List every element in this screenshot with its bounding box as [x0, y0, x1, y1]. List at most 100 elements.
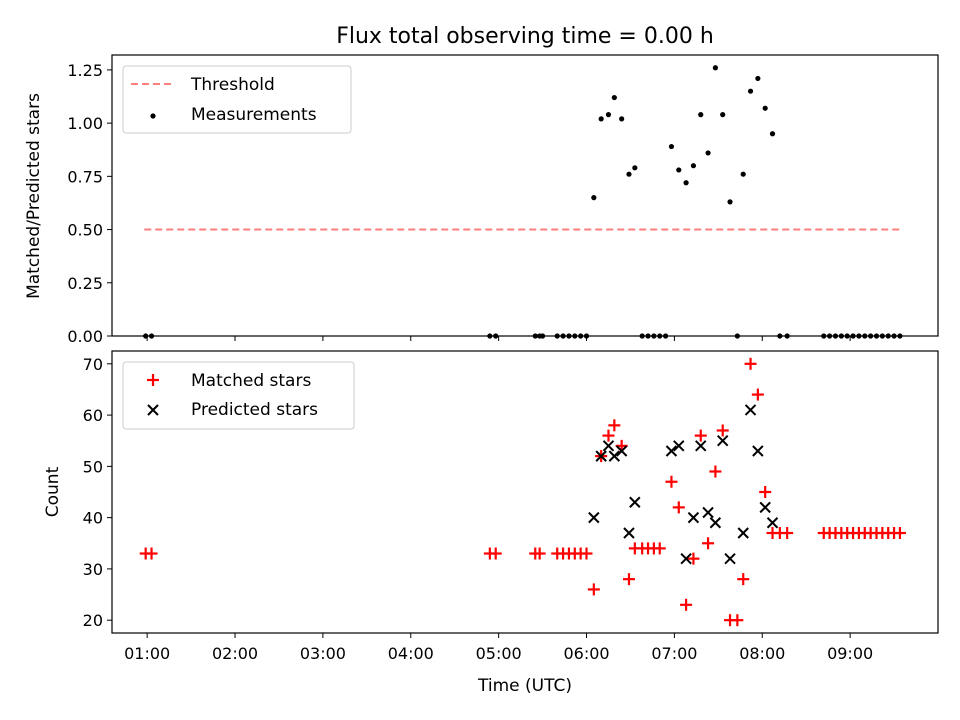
threshold-legend-label: Threshold [190, 75, 275, 95]
top-y-tick-label: 0.75 [67, 167, 103, 186]
matched-star-point [702, 537, 715, 550]
matched-star-point [731, 614, 744, 627]
count-points [139, 357, 906, 627]
top-legend: Threshold Measurements [122, 65, 352, 134]
bottom-y-tick-label: 40 [83, 509, 103, 528]
matched-star-point [622, 573, 635, 586]
matched-star-point [533, 547, 546, 560]
top-y-tick-label: 1.25 [67, 61, 103, 80]
bottom-x-tick-label: 07:00 [651, 644, 697, 663]
matched-legend-swatch [147, 374, 159, 386]
measurements-legend-swatch [150, 113, 156, 119]
predicted-star-point [724, 552, 736, 565]
bottom-x-axis-label: Time (UTC) [477, 676, 572, 696]
predicted-star-point [665, 445, 678, 457]
top-y-tick-label: 0.00 [67, 327, 103, 346]
measurement-point [619, 116, 625, 122]
measurement-point [740, 171, 746, 177]
bottom-x-tick-label: 04:00 [388, 644, 434, 663]
measurement-point [690, 163, 697, 169]
top-y-axis: 0.00 0.25 0.50 0.75 1.00 1.25 [67, 61, 112, 346]
predicted-star-point [588, 511, 600, 524]
measurement-point [626, 171, 632, 177]
bottom-y-tick-label: 50 [83, 457, 103, 476]
measurement-point [605, 112, 612, 118]
matched-legend-label: Matched stars [191, 371, 311, 391]
bottom-legend-box [122, 361, 355, 430]
predicted-star-point [615, 445, 628, 457]
measurement-point [769, 131, 776, 137]
bottom-y-tick-label: 70 [83, 355, 103, 374]
predicted-star-point [737, 527, 749, 539]
bottom-y-axis: 20 30 40 50 60 70 [83, 355, 112, 630]
measurement-point [712, 65, 718, 71]
top-plot-frame [111, 54, 939, 337]
bottom-x-tick-label: 08:00 [739, 644, 785, 663]
matched-star-point [665, 475, 678, 488]
predicted-star-point [709, 517, 722, 529]
matched-star-point [680, 598, 693, 611]
measurement-point [611, 94, 617, 101]
predicted-star-point [629, 496, 641, 508]
bottom-y-tick-label: 60 [83, 406, 103, 425]
top-y-tick-label: 0.25 [67, 274, 103, 293]
matched-star-point [489, 547, 502, 560]
matched-star-point [759, 486, 772, 498]
measurement-point [727, 199, 733, 205]
predicted-star-point [608, 450, 621, 462]
matched-star-point [580, 547, 593, 560]
bottom-x-tick-label: 09:00 [827, 644, 873, 663]
top-x-axis [146, 336, 851, 341]
predicted-star-point [744, 404, 757, 416]
matched-star-point [608, 419, 621, 432]
top-panel: 0.00 0.25 0.50 0.75 1.00 1.25 Matched/Predict… [24, 54, 939, 346]
matched-star-point [744, 357, 757, 370]
top-y-tick-label: 0.50 [67, 221, 103, 240]
bottom-x-tick-label: 03:00 [300, 644, 346, 663]
measurement-point [598, 116, 604, 122]
measurement-point [762, 105, 768, 111]
predicted-star-point [673, 440, 685, 452]
predicted-star-point [687, 511, 700, 524]
measurement-point [747, 88, 754, 94]
matched-star-point [587, 583, 600, 596]
bottom-x-tick-label: 06:00 [563, 644, 609, 663]
measurement-point [683, 180, 689, 186]
matched-star-point [737, 573, 750, 586]
bottom-x-tick-label: 05:00 [476, 644, 522, 663]
top-y-axis-label: Matched/Predicted stars [24, 93, 44, 299]
predicted-star-point [602, 440, 615, 452]
measurements-legend-label: Measurements [191, 105, 317, 125]
bottom-y-tick-label: 30 [83, 560, 103, 579]
bottom-x-tick-label: 02:00 [212, 644, 258, 663]
measurement-point [632, 165, 638, 171]
measurement-point [698, 112, 704, 118]
predicted-star-point [759, 501, 771, 514]
matched-star-point [694, 429, 707, 442]
predicted-star-point [752, 445, 764, 457]
measurement-point [755, 75, 761, 82]
predicted-legend-swatch [147, 404, 159, 416]
predicted-star-point [623, 527, 635, 539]
predicted-star-point [595, 450, 607, 462]
top-y-tick-label: 1.00 [67, 114, 103, 133]
measurement-point [705, 150, 711, 156]
matched-star-point [672, 501, 685, 514]
predicted-star-point [695, 440, 707, 452]
predicted-star-point [717, 435, 729, 447]
bottom-y-axis-label: Count [43, 466, 63, 517]
top-legend-box [122, 65, 352, 134]
matched-star-point [145, 547, 158, 560]
measurement-point [668, 143, 675, 150]
bottom-x-tick-label: 01:00 [124, 644, 170, 663]
bottom-legend: Matched stars Predicted stars [122, 361, 355, 430]
measurement-point [720, 112, 726, 118]
matched-star-point [602, 429, 615, 442]
predicted-star-point [680, 552, 692, 565]
figure-title: Flux total observing time = 0.00 h [336, 24, 714, 49]
bottom-panel: 20 30 40 50 60 70 01:00 02:00 03:00 04:00 05:00 06… [43, 350, 939, 696]
predicted-star-point [766, 517, 779, 529]
predicted-legend-label: Predicted stars [191, 400, 318, 420]
matched-star-point [893, 527, 906, 540]
